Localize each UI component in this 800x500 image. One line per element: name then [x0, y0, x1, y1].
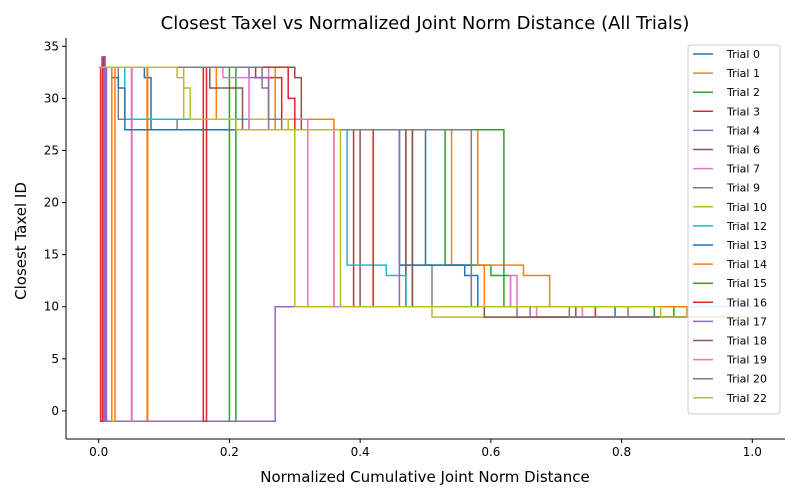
legend-label: Trial 16: [726, 296, 767, 309]
y-tick-label: 30: [44, 91, 59, 105]
x-tick-label: 0.4: [351, 445, 370, 459]
legend-label: Trial 19: [726, 354, 767, 367]
legend-label: Trial 15: [726, 277, 767, 290]
x-tick-label: 0.2: [220, 445, 239, 459]
legend-label: Trial 3: [726, 105, 760, 118]
legend-label: Trial 14: [726, 258, 767, 271]
y-tick-label: 15: [44, 248, 59, 262]
y-tick-label: 5: [51, 352, 59, 366]
y-tick-label: 0: [51, 404, 59, 418]
legend-label: Trial 7: [726, 163, 760, 176]
legend-label: Trial 20: [726, 373, 767, 386]
legend-label: Trial 2: [726, 86, 760, 99]
legend-label: Trial 17: [726, 315, 767, 328]
series-line-trial-4: [98, 55, 753, 423]
legend-label: Trial 18: [726, 335, 767, 348]
x-tick-label: 1.0: [743, 445, 762, 459]
legend-label: Trial 6: [726, 144, 760, 157]
y-tick-label: 10: [44, 300, 59, 314]
series-line-trial-22: [98, 66, 753, 318]
legend-label: Trial 13: [726, 239, 767, 252]
legend-label: Trial 22: [726, 392, 767, 405]
legend: Trial 0 Trial 1 Trial 2 Trial 3 Trial 4 Trial…: [687, 44, 781, 415]
y-tick-label: 25: [44, 143, 59, 157]
legend-label: Trial 10: [726, 201, 767, 214]
legend-label: Trial 12: [726, 220, 767, 233]
y-axis-label: Closest Taxel ID: [12, 182, 30, 300]
legend-label: Trial 9: [726, 182, 760, 195]
plot-lines: [98, 55, 753, 423]
x-tick-label: 0.6: [481, 445, 500, 459]
chart-title: Closest Taxel vs Normalized Joint Norm D…: [161, 13, 690, 34]
y-tick-label: 20: [44, 196, 59, 210]
axes: 0.0 0.2 0.4 0.6 0.8 1.0 0 5 10 15 20 25 30 35: [44, 38, 785, 459]
x-tick-label: 0.8: [612, 445, 631, 459]
x-tick-label: 0.0: [89, 445, 108, 459]
series-line-trial-0: [98, 66, 753, 318]
legend-label: Trial 1: [726, 67, 760, 80]
y-tick-label: 35: [44, 39, 59, 53]
x-axis-label: Normalized Cumulative Joint Norm Distanc…: [260, 468, 589, 486]
legend-label: Trial 0: [726, 48, 760, 61]
legend-label: Trial 4: [726, 124, 760, 137]
series-line-trial-20: [98, 66, 753, 318]
